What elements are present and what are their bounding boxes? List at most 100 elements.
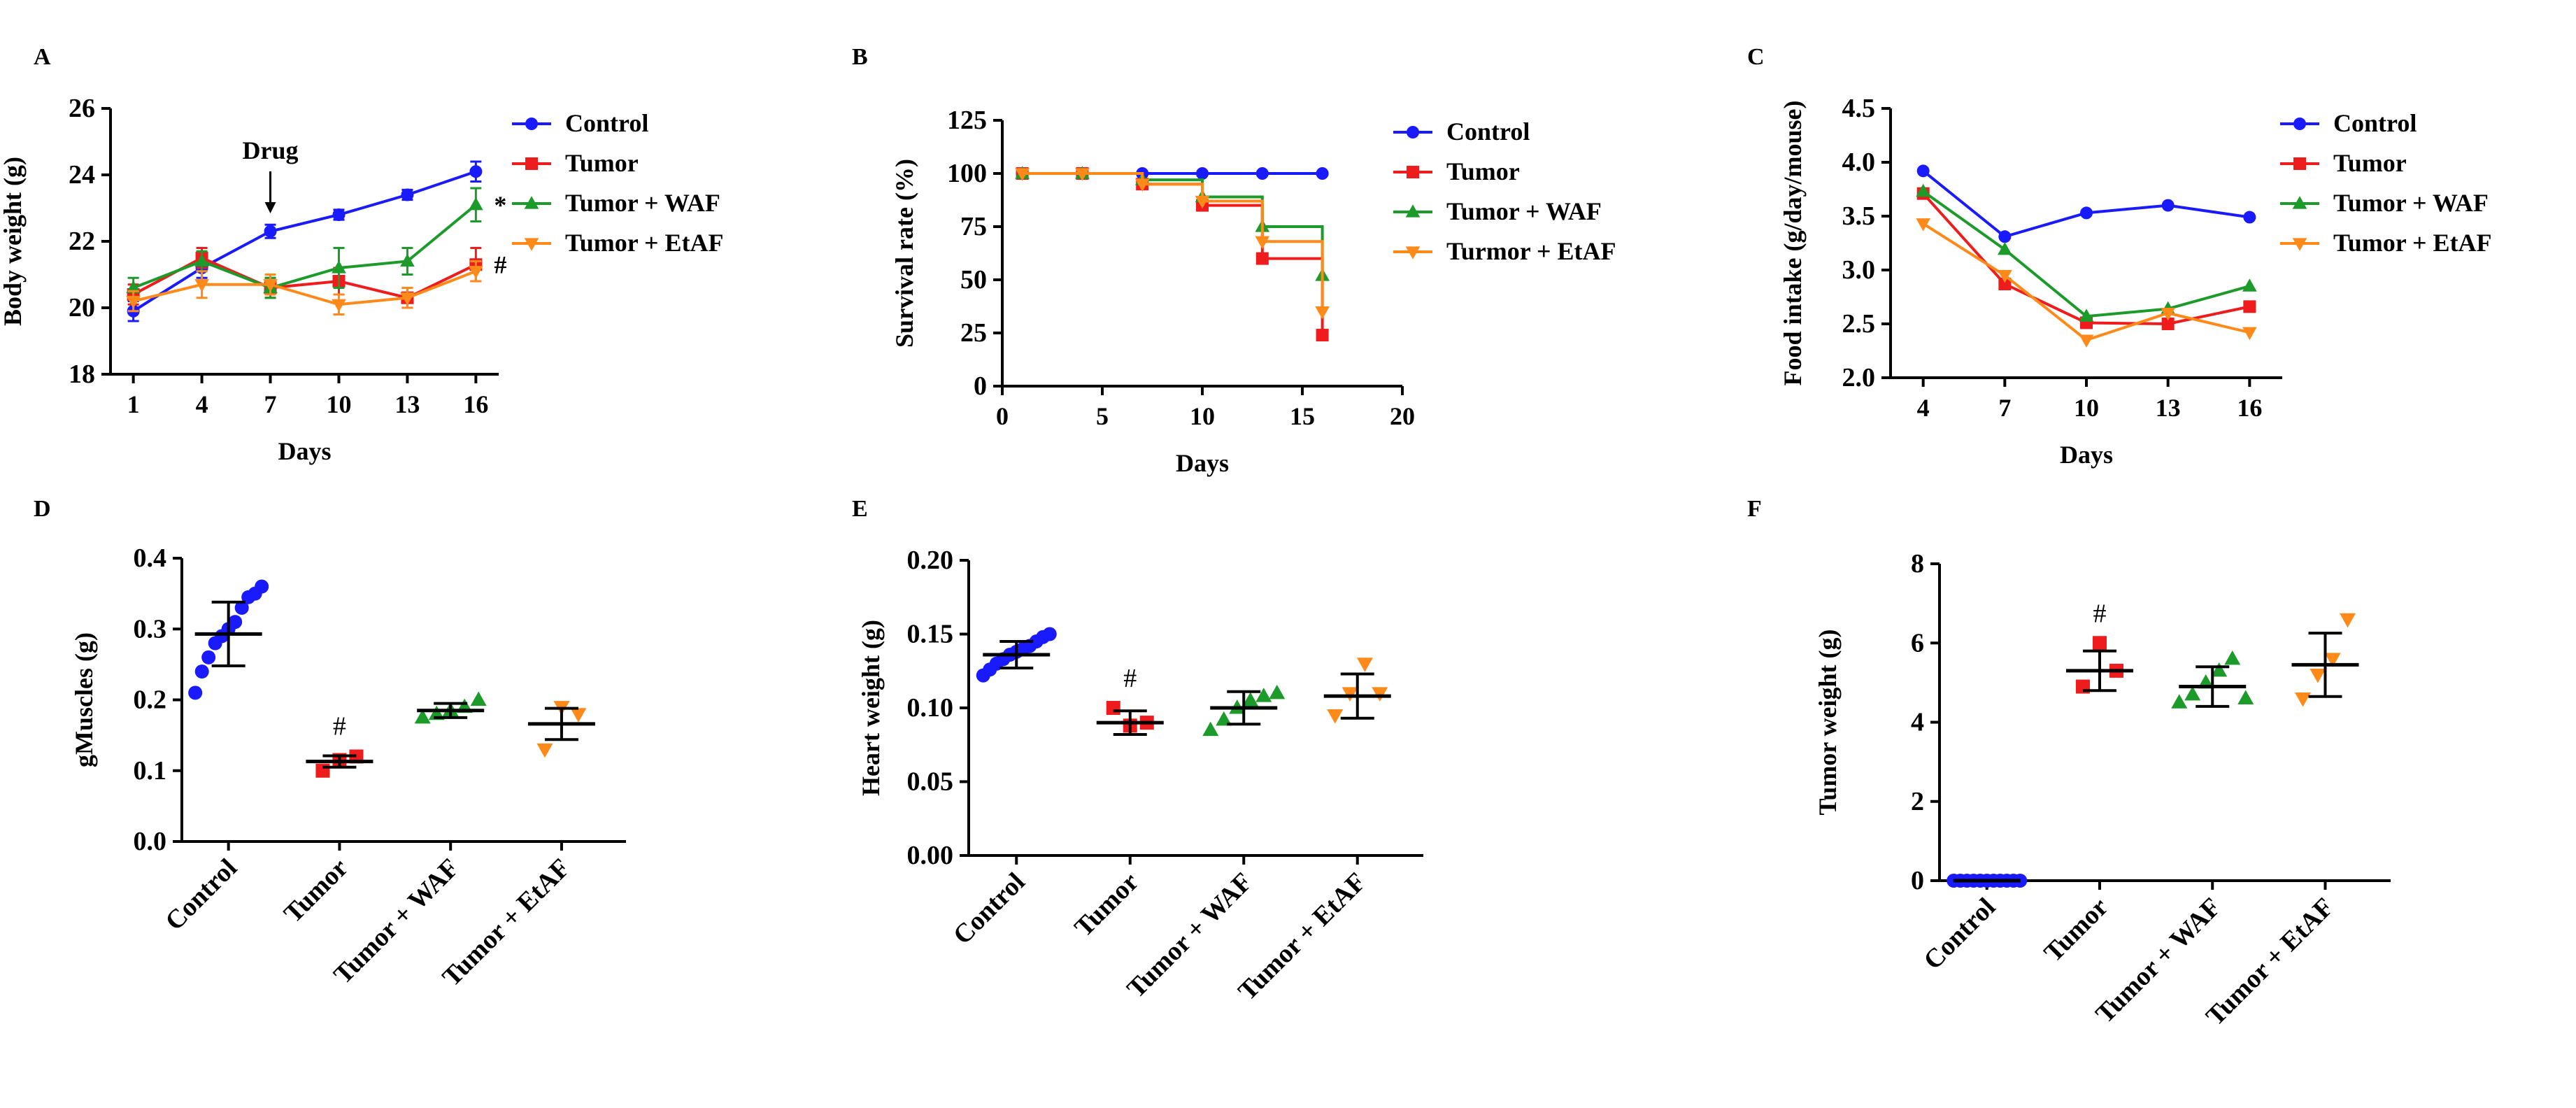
data-point bbox=[1316, 329, 1329, 342]
data-point bbox=[201, 650, 216, 665]
panel-letter: B bbox=[852, 44, 868, 70]
data-point bbox=[234, 600, 249, 615]
data-point bbox=[469, 266, 483, 279]
data-point bbox=[2161, 199, 2175, 212]
legend-marker bbox=[2293, 157, 2306, 170]
x-tick-label: 7 bbox=[1998, 394, 2011, 422]
y-tick-label: 18 bbox=[69, 360, 95, 389]
legend-label: Tumor bbox=[565, 149, 639, 177]
x-tick-label: 20 bbox=[1390, 402, 1415, 430]
data-point bbox=[1315, 306, 1330, 320]
legend-label: Control bbox=[2333, 109, 2417, 137]
y-tick-label: 4.5 bbox=[1842, 94, 1876, 123]
y-axis-label: Survival rate (%) bbox=[890, 159, 918, 348]
panel-E: 0.00 0.05 0.10 0.15 0.20 Heart weight (g) E Con… bbox=[852, 496, 1423, 1006]
panel-letter: F bbox=[1747, 496, 1762, 522]
data-point bbox=[1195, 195, 1210, 209]
legend-marker bbox=[525, 157, 538, 170]
series-line bbox=[133, 269, 477, 306]
data-point bbox=[470, 691, 487, 706]
y-tick-label: 0.2 bbox=[134, 686, 167, 715]
x-tick-label: 15 bbox=[1290, 402, 1315, 430]
y-tick-label: 4.0 bbox=[1842, 148, 1876, 177]
category-label: Control bbox=[159, 853, 243, 937]
data-point bbox=[2211, 662, 2228, 677]
legend-label: Tumor + EtAF bbox=[2333, 229, 2492, 257]
x-tick-label: 4 bbox=[196, 390, 208, 418]
panel-C: 2.0 2.5 3.0 3.5 4.0 4.5 4 7 10 13 16 Days Food intak… bbox=[1747, 44, 2492, 469]
panel-letter: E bbox=[852, 496, 868, 522]
y-tick-label: 0.20 bbox=[907, 546, 954, 575]
data-point bbox=[2079, 308, 2094, 322]
data-point bbox=[1316, 167, 1329, 180]
data-point bbox=[1042, 627, 1057, 641]
legend-label: Turmor + EtAF bbox=[1446, 237, 1616, 265]
y-axis-label: Food intake (g/day/mouse) bbox=[1779, 100, 1807, 385]
significance-mark: # bbox=[1123, 664, 1137, 693]
y-tick-label: 0.4 bbox=[134, 544, 167, 573]
y-tick-label: 0.00 bbox=[907, 841, 954, 870]
y-tick-label: 2.5 bbox=[1842, 309, 1876, 339]
data-point bbox=[414, 709, 431, 724]
legend-label: Tumor bbox=[2333, 149, 2407, 177]
data-point bbox=[264, 225, 277, 238]
legend-marker bbox=[525, 118, 538, 130]
legend-label: Control bbox=[1446, 118, 1530, 145]
data-point bbox=[332, 208, 346, 221]
y-tick-label: 3.5 bbox=[1842, 201, 1876, 231]
data-point bbox=[1242, 692, 1259, 706]
data-point bbox=[126, 295, 141, 309]
x-tick-label: 4 bbox=[1917, 394, 1930, 422]
x-tick-label: 10 bbox=[2074, 394, 2099, 422]
data-point bbox=[1134, 178, 1150, 192]
data-point bbox=[1356, 658, 1373, 672]
data-point bbox=[332, 260, 346, 274]
y-tick-label: 100 bbox=[947, 159, 987, 188]
category-label: Control bbox=[948, 867, 1031, 951]
y-tick-label: 0.05 bbox=[907, 767, 954, 797]
data-point bbox=[1255, 252, 1269, 265]
data-point bbox=[255, 579, 269, 594]
data-point bbox=[2237, 690, 2254, 705]
annotation-arrowhead bbox=[264, 202, 276, 213]
series-line bbox=[132, 170, 476, 313]
data-point bbox=[1216, 711, 1232, 726]
data-point bbox=[2080, 206, 2093, 220]
data-point bbox=[1255, 236, 1270, 250]
y-tick-label: 22 bbox=[69, 227, 95, 256]
survival-step-line bbox=[1022, 172, 1324, 336]
category-label: Tumor bbox=[1069, 867, 1144, 943]
y-tick-label: 0.10 bbox=[907, 693, 954, 723]
category-label: Control bbox=[1918, 893, 2001, 976]
legend-marker bbox=[524, 238, 539, 251]
legend-label: Tumor bbox=[1446, 157, 1520, 185]
data-point bbox=[263, 279, 278, 292]
x-axis-label: Days bbox=[1176, 449, 1229, 477]
data-point bbox=[2324, 653, 2341, 667]
data-point bbox=[1255, 167, 1269, 180]
data-point bbox=[2339, 613, 2356, 628]
data-point bbox=[194, 253, 209, 267]
legend-marker bbox=[1405, 246, 1421, 260]
data-point bbox=[400, 253, 415, 267]
data-point bbox=[469, 197, 483, 211]
data-point bbox=[2242, 278, 2257, 292]
survival-step-line bbox=[1022, 172, 1324, 276]
x-tick-label: 16 bbox=[463, 390, 488, 418]
y-tick-label: 3.0 bbox=[1842, 255, 1876, 285]
y-tick-label: 20 bbox=[69, 293, 95, 322]
category-label: Tumor bbox=[2038, 893, 2114, 968]
y-tick-label: 6 bbox=[1911, 628, 1924, 658]
data-point bbox=[1255, 688, 1272, 702]
data-point bbox=[469, 165, 483, 178]
legend-label: Tumor + WAF bbox=[2333, 189, 2489, 217]
y-axis-label: Body weight (g) bbox=[0, 157, 27, 326]
x-tick-label: 7 bbox=[264, 390, 277, 418]
significance-mark: # bbox=[2093, 599, 2106, 628]
data-point bbox=[1202, 721, 1219, 737]
data-point bbox=[1916, 218, 1931, 232]
x-tick-label: 10 bbox=[326, 390, 351, 418]
data-point bbox=[2184, 686, 2201, 701]
data-point bbox=[2243, 211, 2256, 224]
